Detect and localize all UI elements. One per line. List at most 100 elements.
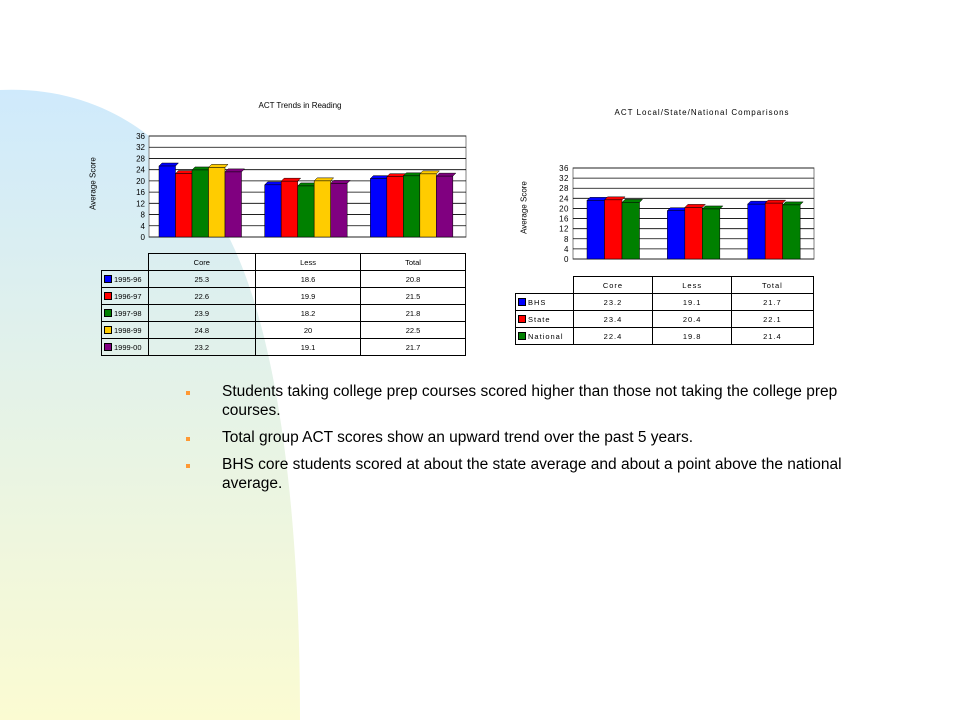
- y-tick-label: 0: [564, 255, 569, 264]
- table-header-row: Core Less Total: [516, 276, 815, 294]
- plot-area: 0 4 8 12 16 20 24 28 32 36: [136, 132, 467, 242]
- legend-swatch: [518, 297, 526, 306]
- y-tick-label: 12: [136, 199, 145, 208]
- data-label: 21.4: [730, 327, 815, 345]
- legend-label: 1998-99: [114, 325, 142, 335]
- y-tick-label: 0: [141, 233, 146, 242]
- square-bullet-icon: [186, 437, 190, 441]
- legend-label: 1995-96: [114, 274, 142, 284]
- bar: [747, 203, 766, 260]
- bar: [604, 199, 623, 260]
- y-tick-label: 28: [559, 184, 569, 193]
- table-row: State 23.4 20.4 22.1: [515, 310, 815, 328]
- y-tick-label: 8: [141, 211, 146, 220]
- legend-label: BHS: [528, 297, 547, 307]
- y-tick-label: 36: [136, 132, 145, 141]
- y-tick-label: 8: [564, 235, 569, 244]
- table-row: 1999-00 23.2 19.1 21.7: [101, 338, 466, 356]
- bullet-text: BHS core students scored at about the st…: [222, 456, 842, 492]
- legend-label: 1999-00: [114, 342, 142, 352]
- bar: [621, 202, 640, 260]
- legend-label: 1996-97: [114, 291, 142, 301]
- bar: [684, 207, 703, 260]
- legend-swatch: [104, 308, 112, 317]
- comparisons-chart: ACT Local/State/National Comparisons Ave…: [0, 0, 960, 345]
- data-label: 22.1: [730, 310, 815, 328]
- bar-top: [764, 199, 787, 204]
- table-row: BHS 23.2 19.1 21.7: [515, 293, 815, 311]
- y-tick-label: 16: [559, 215, 569, 224]
- bullet-text: Total group ACT scores show an upward tr…: [222, 429, 693, 446]
- bullet-list: Students taking college prep courses sco…: [186, 382, 846, 501]
- legend-swatch: [104, 291, 112, 300]
- legend-swatch: [518, 314, 526, 323]
- bar: [436, 175, 454, 238]
- chart-title: ACT Trends in Reading: [258, 101, 342, 110]
- x-tick-label: Total: [730, 276, 815, 294]
- y-tick-label: 24: [559, 194, 569, 203]
- bullet-item: BHS core students scored at about the st…: [186, 455, 846, 493]
- table-row: 1995-96 25.3 18.6 20.8: [101, 270, 466, 288]
- legend-label: State: [528, 314, 551, 324]
- table-row: National 22.4 19.8 21.4: [515, 327, 815, 345]
- data-label: 19.8: [652, 327, 732, 345]
- bar-top: [684, 204, 706, 208]
- legend-entry: BHS: [515, 293, 574, 311]
- legend-swatch: [104, 274, 112, 283]
- square-bullet-icon: [186, 391, 190, 395]
- y-tick-label: 20: [559, 204, 569, 213]
- bar: [702, 208, 721, 260]
- table-row: 1997-98 23.9 18.2 21.8: [101, 304, 466, 322]
- legend-entry: National: [515, 327, 574, 345]
- data-label: 21.7: [730, 293, 815, 311]
- legend-entry: 1997-98: [101, 304, 149, 322]
- y-tick-label: 24: [136, 166, 145, 175]
- legend-label: National: [528, 331, 564, 341]
- legend-swatch: [104, 342, 112, 351]
- data-table: Core Less Total BHS 23.2 19.1 21.7 State 23.4 20.…: [515, 276, 815, 345]
- table-corner: [516, 277, 574, 294]
- legend-swatch: [518, 331, 526, 340]
- x-tick-label: Less: [652, 276, 732, 294]
- y-tick-label: 20: [136, 177, 145, 186]
- data-table: Core Less Total 1995-96 25.3 18.6 20.8 1996-97 2…: [101, 253, 466, 356]
- bar: [782, 204, 801, 260]
- bar: [667, 210, 686, 260]
- bar-top: [782, 201, 804, 206]
- data-label: 21.7: [360, 338, 466, 356]
- chart-title: ACT Local/State/National Comparisons: [614, 108, 790, 117]
- y-tick-label: 32: [559, 174, 569, 183]
- data-label: 23.2: [572, 293, 654, 311]
- bar-top: [701, 205, 724, 210]
- bar-top: [603, 196, 626, 201]
- data-label: 23.4: [572, 310, 654, 328]
- y-tick-label: 16: [136, 188, 145, 197]
- bar-top: [621, 199, 644, 203]
- y-tick-label: 4: [141, 222, 146, 231]
- x-tick-label: Core: [572, 276, 654, 294]
- y-tick-label: 4: [564, 245, 569, 254]
- square-bullet-icon: [186, 464, 190, 468]
- data-label: 20.4: [652, 310, 732, 328]
- data-label: 19.1: [255, 338, 362, 356]
- bar: [224, 171, 242, 238]
- y-tick-label: 36: [559, 164, 569, 173]
- bar: [764, 202, 783, 260]
- table-row: 1998-99 24.8 20 22.5: [101, 321, 466, 339]
- legend-entry: State: [515, 310, 574, 328]
- legend-entry: 1998-99: [101, 321, 149, 339]
- legend-label: 1997-98: [114, 308, 142, 318]
- bar: [330, 183, 348, 238]
- y-tick-label: 32: [136, 143, 145, 152]
- bar: [586, 200, 605, 260]
- data-label: 19.1: [652, 293, 732, 311]
- bullet-text: Students taking college prep courses sco…: [222, 383, 838, 419]
- legend-entry: 1996-97: [101, 287, 149, 305]
- legend-swatch: [104, 325, 112, 334]
- data-label: 22.4: [572, 327, 654, 345]
- y-tick-label: 28: [136, 154, 145, 163]
- y-tick-label: 12: [559, 225, 569, 234]
